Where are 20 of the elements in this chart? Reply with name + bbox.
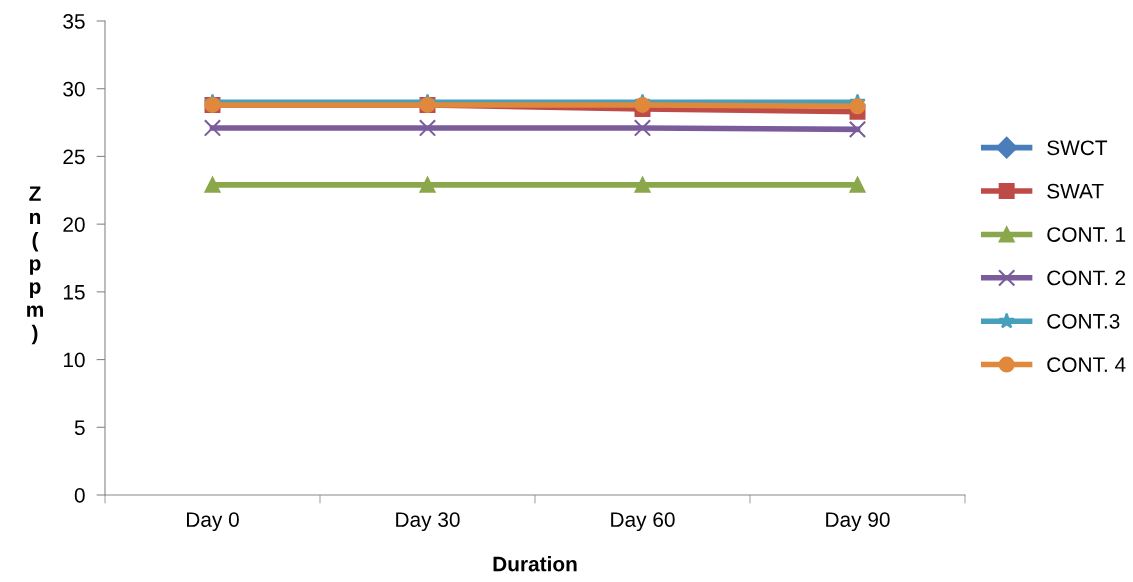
legend-label: CONT. 1: [1047, 227, 1126, 242]
x-tick-label: Day 90: [826, 512, 890, 532]
x-tick-label: Day 0: [187, 512, 239, 532]
y-tick-label: 0: [74, 488, 85, 503]
y-tick-label: 25: [63, 149, 85, 165]
legend-label: CONT. 4: [1047, 357, 1126, 373]
x-tick-label: Day 60: [611, 512, 675, 532]
y-tick-label: 15: [63, 285, 85, 300]
y-tick-label: 20: [63, 217, 85, 232]
y-tick-label: 5: [74, 420, 85, 436]
x-tick-label: Day 30: [396, 512, 460, 532]
y-tick-label: 10: [63, 352, 85, 368]
x-axis-title: Duration: [493, 556, 577, 572]
y-tick-label: 35: [63, 14, 85, 29]
legend-label: SWCT: [1047, 140, 1108, 156]
legend-label: SWAT: [1047, 183, 1104, 199]
y-tick-label: 30: [63, 81, 85, 97]
legend-label: CONT.3: [1047, 313, 1120, 329]
y-axis-title: Zn (ppm): [27, 186, 43, 345]
legend-label: CONT. 2: [1047, 270, 1126, 286]
